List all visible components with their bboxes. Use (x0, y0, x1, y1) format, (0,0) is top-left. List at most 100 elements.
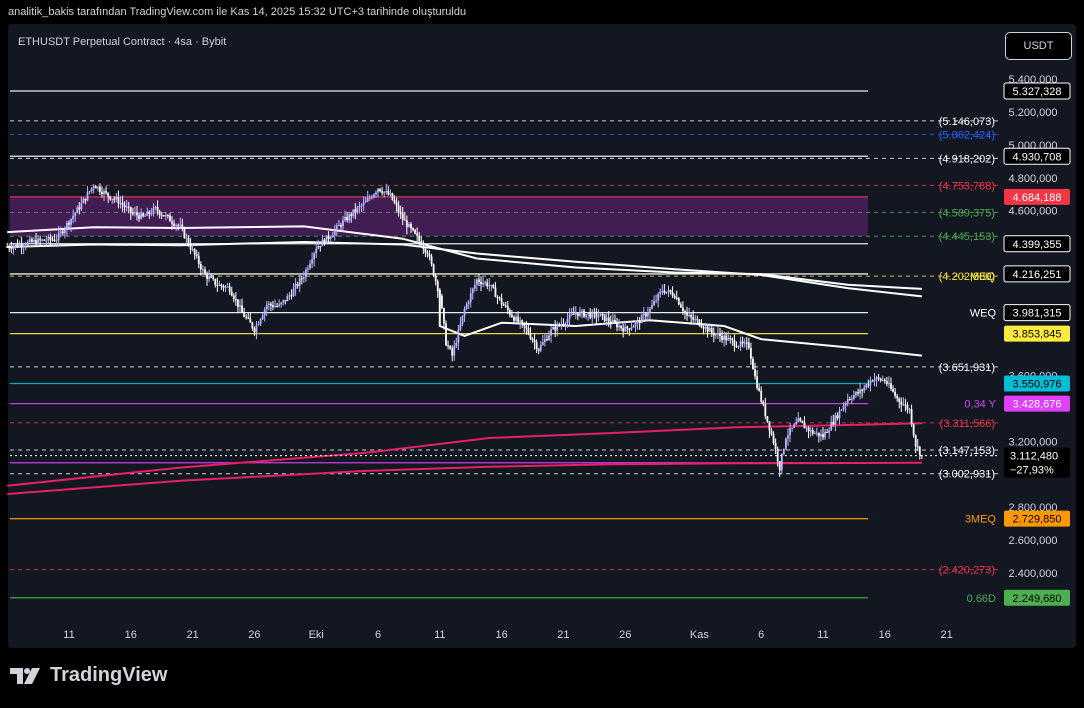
candle-body (649, 308, 651, 314)
candle-body (593, 311, 596, 313)
candle-body (486, 282, 489, 287)
candle-body (566, 319, 569, 324)
candle-body (66, 222, 68, 230)
candle-body (329, 237, 332, 239)
candle-body (556, 324, 559, 331)
candle-body (562, 323, 565, 325)
current-price-badge (1004, 447, 1070, 478)
candle-body (881, 379, 884, 381)
candle-body (115, 197, 118, 200)
candle-body (601, 313, 604, 315)
currency-button[interactable]: USDT (1005, 32, 1072, 60)
candle-body (811, 430, 814, 434)
candle-body (113, 198, 116, 200)
candle-body (154, 206, 157, 208)
candle-body (632, 326, 635, 328)
candle-body (916, 446, 919, 448)
candle-body (247, 317, 250, 319)
candle-body (912, 424, 915, 436)
candle-body (305, 269, 307, 278)
candle-body (523, 322, 526, 327)
candle-body (506, 306, 509, 311)
candle-body (795, 422, 798, 425)
candle-body (169, 215, 171, 222)
candle-body (20, 244, 23, 248)
candle-body (80, 203, 83, 210)
candle-body (210, 276, 213, 278)
candle-body (53, 239, 56, 241)
x-tick-label: 11 (817, 629, 828, 641)
candle-body (370, 197, 373, 199)
level-label: (3.002,931) (939, 469, 995, 481)
candle-body (204, 269, 206, 275)
candle-body (202, 269, 204, 271)
candle-body (434, 275, 437, 282)
candle-body (657, 293, 660, 301)
candle-body (319, 245, 322, 247)
candle-body (620, 325, 623, 328)
candle-body (146, 211, 149, 216)
candle-body (700, 325, 703, 328)
tradingview-footer[interactable]: TradingView (10, 664, 167, 687)
candle-body (24, 245, 27, 247)
candle-body (659, 291, 662, 294)
candle-body (436, 281, 439, 291)
current-price-label: 3.112,480 (1010, 451, 1058, 463)
candle-body (844, 403, 847, 406)
candle-body (164, 215, 167, 217)
price-badge (1004, 589, 1070, 606)
moving-average-line (7, 422, 922, 487)
candle-body (267, 303, 270, 305)
candle-body (43, 239, 46, 241)
chart-panel (8, 24, 1076, 648)
y-tick-label: 4.600,000 (1009, 206, 1058, 218)
candle-body (26, 241, 29, 246)
candle-body (855, 392, 857, 396)
candle-body (381, 191, 384, 194)
level-label: (3.147,153) (939, 445, 995, 457)
level-label: (4.753,788) (939, 180, 995, 192)
candle-body (480, 282, 482, 285)
candle-body (313, 253, 316, 260)
candle-body (33, 239, 35, 242)
level-label: (3.311,566) (940, 418, 995, 430)
candle-body (826, 432, 829, 434)
price-badge-label: 2.729,850 (1013, 514, 1062, 526)
level-label: (3.651,931) (939, 362, 995, 374)
candle-body (111, 198, 114, 200)
candle-body (579, 311, 581, 316)
x-tick-label: 21 (940, 629, 952, 641)
x-tick-label: 11 (63, 629, 74, 641)
candle-body (737, 346, 740, 348)
candle-body (768, 421, 771, 431)
candle-body (521, 320, 524, 323)
candle-body (646, 313, 649, 317)
candle-body (599, 313, 602, 317)
candle-body (904, 404, 907, 406)
candle-body (717, 333, 719, 335)
candle-body (228, 286, 231, 292)
candle-body (478, 279, 480, 283)
candle-body (723, 335, 726, 340)
candle-body (677, 298, 680, 305)
candle-body (59, 231, 62, 233)
candle-body (290, 295, 293, 297)
candle-body (752, 358, 754, 370)
candle-body (344, 216, 346, 221)
x-tick-label: 26 (619, 629, 631, 641)
candle-body (241, 305, 243, 313)
candle-body (745, 342, 748, 344)
candle-body (492, 285, 495, 288)
candle-body (729, 337, 732, 339)
candle-body (488, 285, 491, 287)
candle-body (350, 214, 353, 216)
candle-body (741, 341, 744, 344)
candle-body (616, 322, 618, 328)
candle-body (72, 215, 75, 219)
candle-body (655, 300, 658, 302)
candle-body (587, 313, 590, 315)
candle-body (105, 191, 107, 193)
x-tick-label: Eki (309, 629, 324, 641)
candle-body (187, 237, 190, 245)
